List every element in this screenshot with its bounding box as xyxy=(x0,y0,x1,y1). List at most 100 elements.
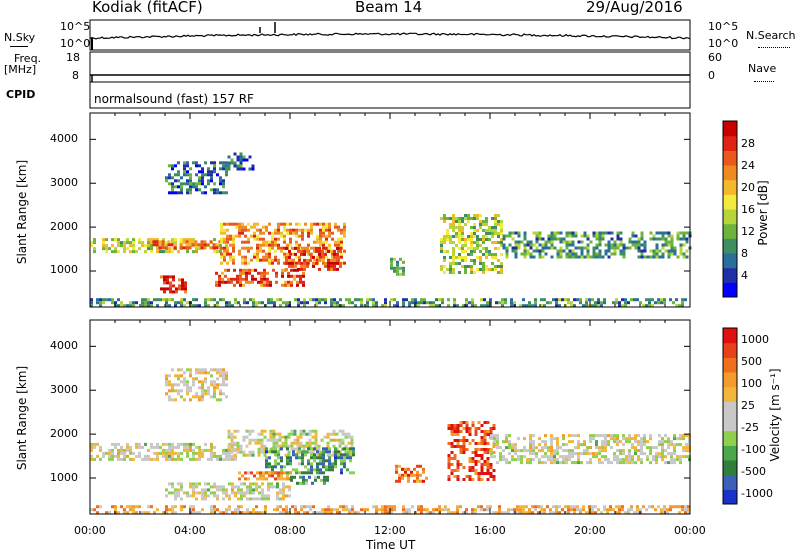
power-region-2 xyxy=(220,222,346,265)
xtick-1600: 16:00 xyxy=(474,524,506,537)
power-colorbar-tick: 4 xyxy=(741,269,748,282)
velocity-colorbar-tick: 1000 xyxy=(741,333,769,346)
nsearch-tick-high: 10^5 xyxy=(708,20,739,33)
nsearch-legend-dots xyxy=(758,47,790,48)
velocity-colorbar-tick: 100 xyxy=(741,377,762,390)
velocity-region-5 xyxy=(165,482,291,501)
velocity-colorbar-tick: -100 xyxy=(741,443,766,456)
power-ytick-3000: 3000 xyxy=(50,176,78,189)
power-region-5 xyxy=(160,275,187,294)
power-colorbar-swatch xyxy=(723,135,737,151)
velocity-region-3 xyxy=(238,471,292,481)
xtick-0800: 08:00 xyxy=(274,524,306,537)
nsky-trace xyxy=(89,32,691,40)
date-title: 29/Aug/2016 xyxy=(586,0,683,16)
velocity-colorbar-swatch xyxy=(723,445,737,461)
velocity-colorbar-swatch xyxy=(723,357,737,373)
velocity-colorbar-swatch xyxy=(723,328,737,344)
velocity-colorbar-swatch xyxy=(723,474,737,490)
power-colorbar-swatch xyxy=(723,150,737,166)
power-ytick-4000: 4000 xyxy=(50,132,78,145)
velocity-colorbar-swatch xyxy=(723,386,737,402)
radar-title: Kodiak (fitACF) xyxy=(92,0,203,16)
nave-tick-low: 0 xyxy=(708,69,715,82)
nsearch-label: N.Search xyxy=(746,29,796,42)
power-region-8 xyxy=(440,214,503,274)
nsearch-tick-low: 10^0 xyxy=(708,37,739,50)
cpid-value: normalsound (fast) 157 RF xyxy=(94,92,254,106)
velocity-ytick-3000: 3000 xyxy=(50,383,78,396)
power-colorbar-tick: 20 xyxy=(741,181,755,194)
power-frame xyxy=(89,112,691,308)
velocity-region-7 xyxy=(490,434,691,465)
power-region-4 xyxy=(215,268,305,287)
power-colorbar-tick: 8 xyxy=(741,247,748,260)
power-region-3 xyxy=(285,246,342,271)
power-region-10 xyxy=(390,257,405,276)
nsky-tick-low: 10^0 xyxy=(60,37,91,50)
xlabel: Time UT xyxy=(366,538,416,552)
velocity-colorbar-swatch xyxy=(723,430,737,446)
velocity-colorbar-tick: -1000 xyxy=(741,487,773,500)
velocity-colorbar-tick: 500 xyxy=(741,355,762,368)
power-region-6 xyxy=(165,161,228,195)
power-region-11 xyxy=(90,298,687,308)
freq-unit: [MHz] xyxy=(4,63,37,76)
power-ytick-2000: 2000 xyxy=(50,220,78,233)
power-colorbar-swatch xyxy=(723,282,737,298)
freq-tick-high: 18 xyxy=(66,51,80,64)
power-colorbar-tick: 12 xyxy=(741,225,755,238)
velocity-colorbar-tick: -25 xyxy=(741,421,759,434)
velocity-colorbar-swatch xyxy=(723,416,737,432)
power-colorbar-swatch xyxy=(723,238,737,254)
velocity-ytick-4000: 4000 xyxy=(50,339,78,352)
velocity-colorbar-swatch xyxy=(723,342,737,358)
velocity-region-2 xyxy=(265,447,355,475)
beam-title: Beam 14 xyxy=(355,0,423,16)
nave-label: Nave xyxy=(748,62,777,75)
power-colorbar-swatch xyxy=(723,223,737,239)
velocity-colorbar-frame xyxy=(722,327,738,505)
nave-legend-dots xyxy=(754,81,774,82)
xtick-0400: 04:00 xyxy=(174,524,206,537)
power-colorbar-tick: 28 xyxy=(741,137,755,150)
nsky-panel-frame xyxy=(89,19,691,51)
power-region-9 xyxy=(502,231,692,259)
power-region-1 xyxy=(152,240,222,250)
freq-tick-low: 8 xyxy=(72,69,79,82)
velocity-colorbar-swatch xyxy=(723,460,737,476)
freq-panel-frame xyxy=(89,51,691,83)
power-colorbar-swatch xyxy=(723,179,737,195)
freq-label: Freq. xyxy=(14,52,42,65)
velocity-colorbar-tick: 25 xyxy=(741,399,755,412)
velocity-colorbar-swatch xyxy=(723,372,737,388)
power-colorbar-swatch xyxy=(723,267,737,283)
power-region-7 xyxy=(227,152,255,171)
cpid-label: CPID xyxy=(6,88,36,101)
cpid-panel-frame xyxy=(89,81,691,109)
xtick-1200: 12:00 xyxy=(374,524,406,537)
power-colorbar-tick: 16 xyxy=(741,203,755,216)
velocity-region-8 xyxy=(395,464,428,483)
velocity-colorbar-swatch xyxy=(723,489,737,505)
nave-tick-high: 60 xyxy=(708,51,722,64)
power-colorbar-tick: 24 xyxy=(741,159,755,172)
power-colorbar-swatch xyxy=(723,209,737,225)
velocity-colorbar-swatch xyxy=(723,401,737,417)
xtick-0000: 00:00 xyxy=(74,524,106,537)
nsky-label: N.Sky xyxy=(4,31,36,44)
velocity-region-4 xyxy=(290,475,329,485)
power-ytick-1000: 1000 xyxy=(50,263,78,276)
xtick-2400: 00:00 xyxy=(674,524,706,537)
power-colorbar-frame xyxy=(722,120,738,298)
power-colorbar-swatch xyxy=(723,194,737,210)
nsky-tick-high: 10^5 xyxy=(60,20,91,33)
velocity-colorbar-tick: -500 xyxy=(741,465,766,478)
velocity-ytick-2000: 2000 xyxy=(50,427,78,440)
velocity-region-0 xyxy=(90,442,240,461)
velocity-ytick-1000: 1000 xyxy=(50,471,78,484)
velocity-region-9 xyxy=(165,368,228,402)
power-colorbar-swatch xyxy=(723,253,737,269)
xtick-2000: 20:00 xyxy=(574,524,606,537)
